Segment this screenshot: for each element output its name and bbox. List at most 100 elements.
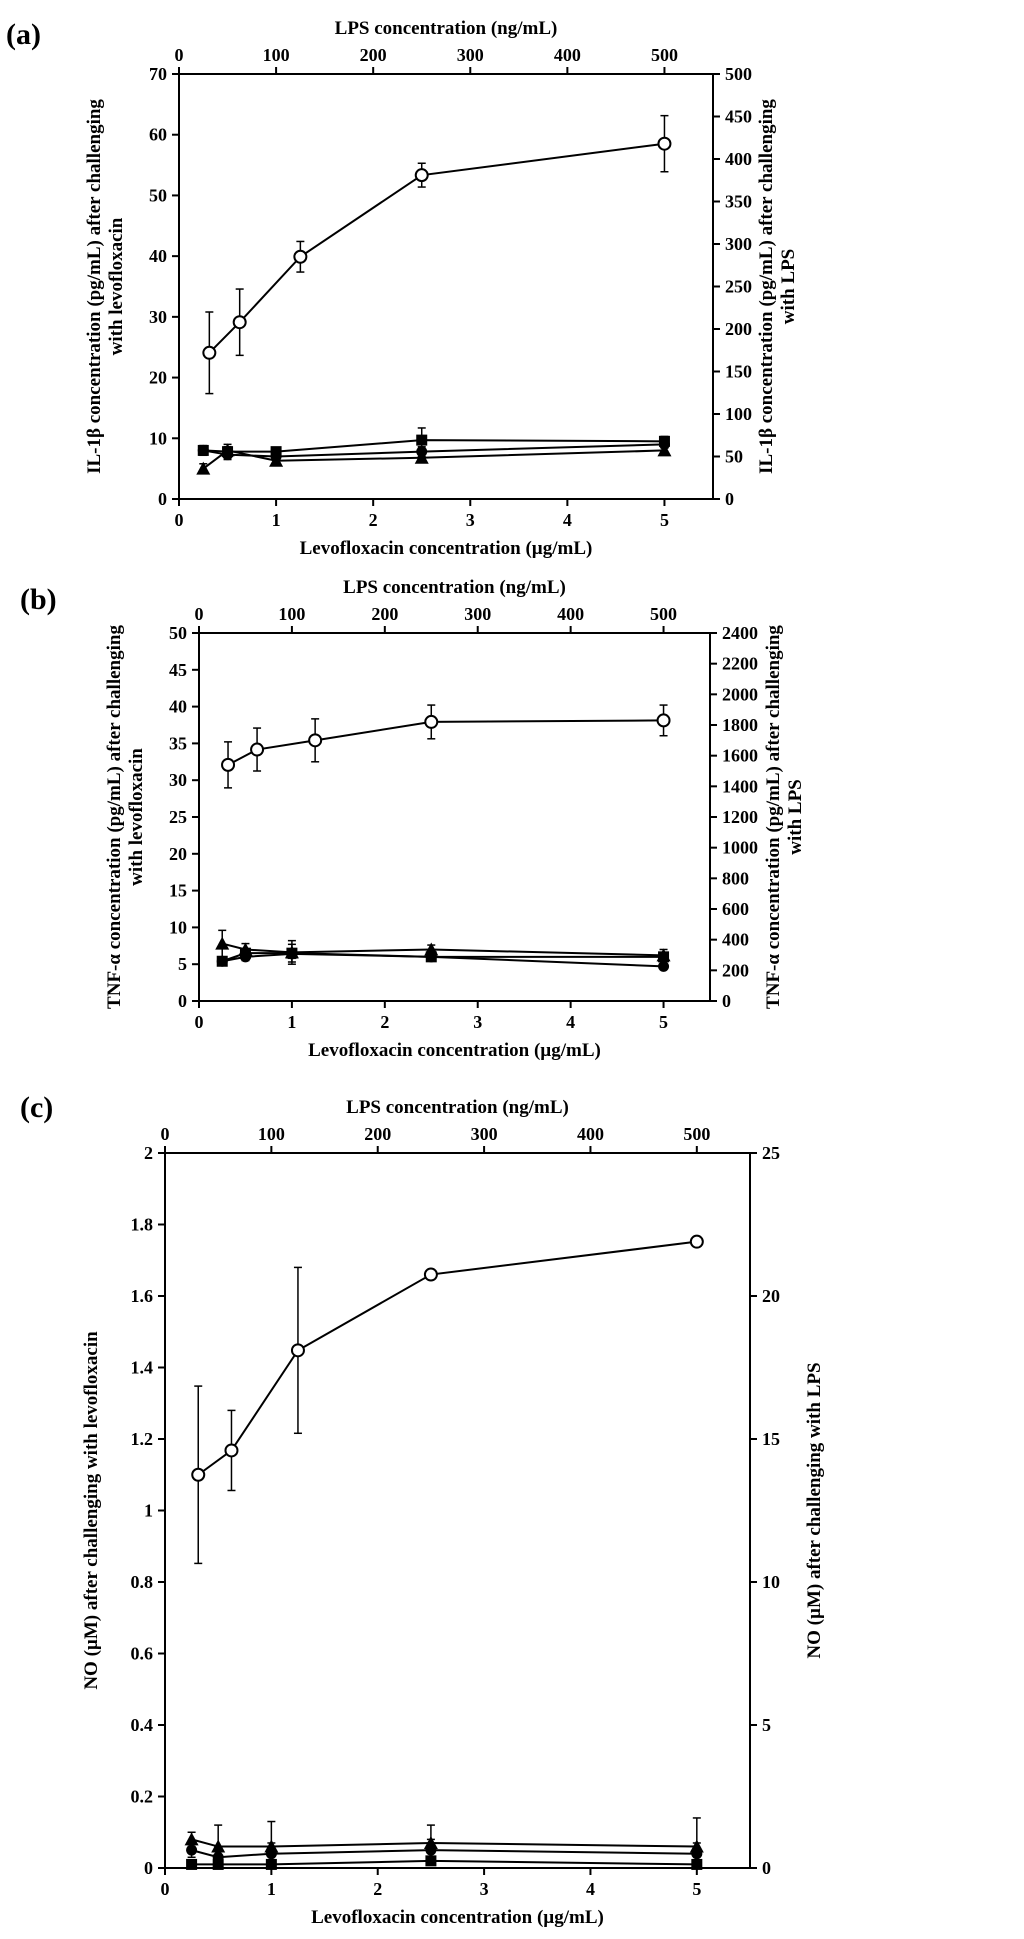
bottom-axis-title: Levofloxacin concentration (µg/mL) <box>300 538 593 559</box>
data-point-circle <box>691 1848 703 1860</box>
series-open-circle <box>221 704 671 789</box>
panel-label-a: (a) <box>6 18 41 51</box>
top-axis-title: LPS concentration (ng/mL) <box>346 1097 569 1118</box>
top-axis-title: LPS concentration (ng/mL) <box>335 18 558 39</box>
series-line <box>197 1240 697 1476</box>
data-point-open-circle <box>202 345 217 360</box>
bottom-axis-tick-label: 5 <box>659 1012 668 1032</box>
panel-c: (c) 0 1 2 3 4 5 Levofloxacin concentration (µg… <box>0 1085 1024 1939</box>
right-axis-tick-label: 10 <box>762 1572 780 1592</box>
top-axis-tick-label: 500 <box>683 1124 710 1144</box>
left-axis-tick-label: 2 <box>144 1143 153 1163</box>
left-axis-tick-label: 1 <box>144 1501 153 1521</box>
right-axis-tick-label: 200 <box>722 960 749 980</box>
data-point-square <box>425 1855 437 1867</box>
left-axis-tick-label: 70 <box>149 64 167 84</box>
bottom-axis-tick-label: 4 <box>563 510 572 530</box>
left-axis-tick-label: 25 <box>169 807 187 827</box>
bottom-axis-tick-label: 2 <box>369 510 378 530</box>
left-axis-tick-label: 20 <box>169 844 187 864</box>
data-point-square <box>212 1858 224 1870</box>
data-point-circle <box>197 444 209 456</box>
data-point-open-circle <box>424 714 439 729</box>
right-axis-tick-label: 15 <box>762 1429 780 1449</box>
left-axis-tick-label: 10 <box>149 428 167 448</box>
top-axis-tick-label: 300 <box>471 1124 498 1144</box>
data-point-square <box>265 1858 277 1870</box>
bottom-axis-tick-label: 0 <box>175 510 184 530</box>
right-axis-tick-label: 350 <box>725 192 752 212</box>
left-axis-tick-label: 0.4 <box>131 1715 154 1735</box>
right-axis-title-line: with LPS <box>785 779 806 855</box>
data-point-square <box>416 434 428 446</box>
data-point-square <box>691 1858 703 1870</box>
right-axis-title-line: NO (µM) after challenging with LPS <box>804 1362 825 1658</box>
bottom-axis-title: Levofloxacin concentration (µg/mL) <box>311 1907 604 1928</box>
data-point-circle <box>239 951 251 963</box>
bottom-axis-tick-label: 3 <box>466 510 475 530</box>
right-axis-title-line: TNF-α concentration (pg/mL) after challe… <box>763 625 784 1009</box>
left-axis-tick-label: 20 <box>149 368 167 388</box>
top-axis-tick-label: 100 <box>278 604 305 624</box>
left-axis-tick-label: 0 <box>144 1858 153 1878</box>
data-point-open-circle <box>290 1343 305 1358</box>
left-axis-tick-label: 45 <box>169 660 187 680</box>
chart-no: 0 1 2 3 4 5 Levofloxacin concentration (µg/mL)… <box>81 1097 825 1928</box>
right-axis-tick-label: 5 <box>762 1715 771 1735</box>
right-axis-tick-label: 400 <box>722 930 749 950</box>
left-axis-tick-label: 1.2 <box>131 1429 154 1449</box>
left-axis-tick-label: 1.6 <box>131 1286 154 1306</box>
right-axis-tick-label: 1200 <box>722 807 758 827</box>
data-point-triangle <box>215 936 230 950</box>
plot-frame <box>178 73 714 500</box>
series-circle <box>197 438 670 462</box>
data-point-circle <box>222 449 234 461</box>
panel-label-c: (c) <box>20 1091 54 1124</box>
series-triangle <box>215 929 671 965</box>
right-axis-tick-label: 0 <box>762 1858 771 1878</box>
right-axis-tick-label: 25 <box>762 1143 780 1163</box>
right-axis-tick-label: 400 <box>725 149 752 169</box>
panel-b: (b) 0 1 2 3 4 5 Levofloxacin concentration (µg… <box>0 575 1024 1095</box>
data-point-open-circle <box>224 1443 239 1458</box>
data-point-circle <box>416 446 428 458</box>
series-triangle <box>196 443 672 475</box>
bottom-axis-tick-label: 3 <box>480 1879 489 1899</box>
top-axis-tick-label: 200 <box>360 45 387 65</box>
left-axis-tick-label: 15 <box>169 881 187 901</box>
data-point-square <box>186 1858 198 1870</box>
data-point-open-circle <box>250 742 265 757</box>
series-square <box>186 1855 703 1870</box>
series-line <box>227 719 664 766</box>
left-axis-tick-label: 35 <box>169 733 187 753</box>
series-open-circle <box>202 114 672 395</box>
right-axis-tick-label: 450 <box>725 107 752 127</box>
left-axis-tick-label: 30 <box>169 770 187 790</box>
data-point-open-circle <box>423 1267 438 1282</box>
bottom-axis-tick-label: 3 <box>473 1012 482 1032</box>
bottom-axis-tick-label: 4 <box>586 1879 595 1899</box>
data-point-circle <box>286 948 298 960</box>
right-axis-tick-label: 1800 <box>722 715 758 735</box>
bottom-axis-tick-label: 5 <box>692 1879 701 1899</box>
right-axis-title-line: IL-1β concentration (pg/mL) after challe… <box>756 99 777 474</box>
right-axis-tick-label: 150 <box>725 362 752 382</box>
data-point-circle <box>425 1844 437 1856</box>
data-point-open-circle <box>414 168 429 183</box>
data-point-open-circle <box>191 1467 206 1482</box>
data-point-open-circle <box>293 249 308 264</box>
top-axis-tick-label: 100 <box>258 1124 285 1144</box>
data-point-circle <box>216 955 228 967</box>
panel-a: (a) 0 1 2 3 4 5 Levofloxacin concentration (µg… <box>0 0 1024 620</box>
left-axis-tick-label: 30 <box>149 307 167 327</box>
data-point-circle <box>265 1848 277 1860</box>
bottom-axis-tick-label: 2 <box>373 1879 382 1899</box>
data-point-open-circle <box>656 713 671 728</box>
top-axis-tick-label: 0 <box>175 45 184 65</box>
right-axis-tick-label: 1000 <box>722 838 758 858</box>
data-point-triangle <box>657 443 672 457</box>
top-axis-tick-label: 200 <box>371 604 398 624</box>
left-axis-tick-label: 0.2 <box>131 1787 154 1807</box>
data-point-circle <box>186 1844 198 1856</box>
data-point-triangle <box>196 461 211 475</box>
